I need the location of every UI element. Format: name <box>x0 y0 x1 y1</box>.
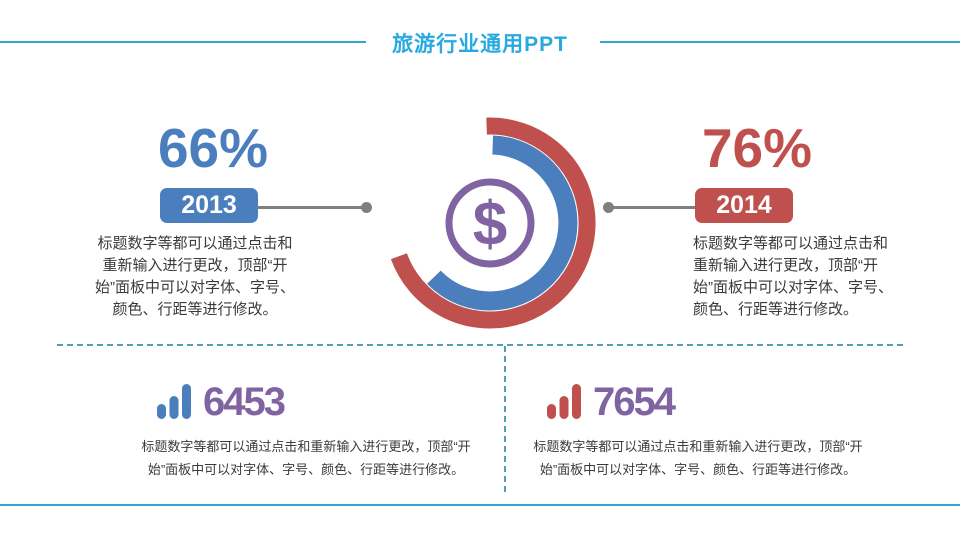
title-rule-right <box>600 41 960 43</box>
dollar-ring <box>445 178 535 268</box>
year-2014-label: 2014 <box>716 191 772 219</box>
red-arc <box>390 117 596 329</box>
connector-line-right <box>612 206 695 209</box>
blue-arc <box>427 135 578 311</box>
year-badge-2014: 2014 <box>695 188 793 223</box>
footer-rule <box>0 504 960 506</box>
bar-chart-icon-red <box>547 384 581 419</box>
page-title: 旅游行业通用PPT <box>392 33 568 56</box>
vertical-dashed-divider <box>504 346 506 492</box>
horizontal-dashed-divider <box>57 344 905 346</box>
description-2014: 标题数字等都可以通过点击和 重新输入进行更改，顶部“开 始”面板中可以对字体、字… <box>693 235 893 318</box>
metric-description-right: 标题数字等都可以通过点击和重新输入进行更改，顶部“开 始”面板中可以对字体、字号… <box>533 439 863 477</box>
description-2013: 标题数字等都可以通过点击和 重新输入进行更改，顶部“开 始”面板中可以对字体、字… <box>95 235 295 318</box>
dollar-icon: $ <box>473 190 507 259</box>
connector-dot-left <box>361 202 372 213</box>
year-2013-label: 2013 <box>181 191 237 219</box>
connector-dot-right <box>603 202 614 213</box>
metric-description-left: 标题数字等都可以通过点击和重新输入进行更改，顶部“开 始”面板中可以对字体、字号… <box>141 439 471 477</box>
center-arc-graphic: $ <box>390 117 596 329</box>
metric-value-7654: 7654 <box>593 380 676 424</box>
year-badge-2013: 2013 <box>160 188 258 223</box>
bar-chart-icon-blue <box>157 384 191 419</box>
percent-2014: 76% <box>701 117 813 179</box>
connector-line-left <box>257 206 363 209</box>
percent-2013: 66% <box>157 117 269 179</box>
title-rule-left <box>0 41 366 43</box>
metric-value-6453: 6453 <box>203 380 286 424</box>
